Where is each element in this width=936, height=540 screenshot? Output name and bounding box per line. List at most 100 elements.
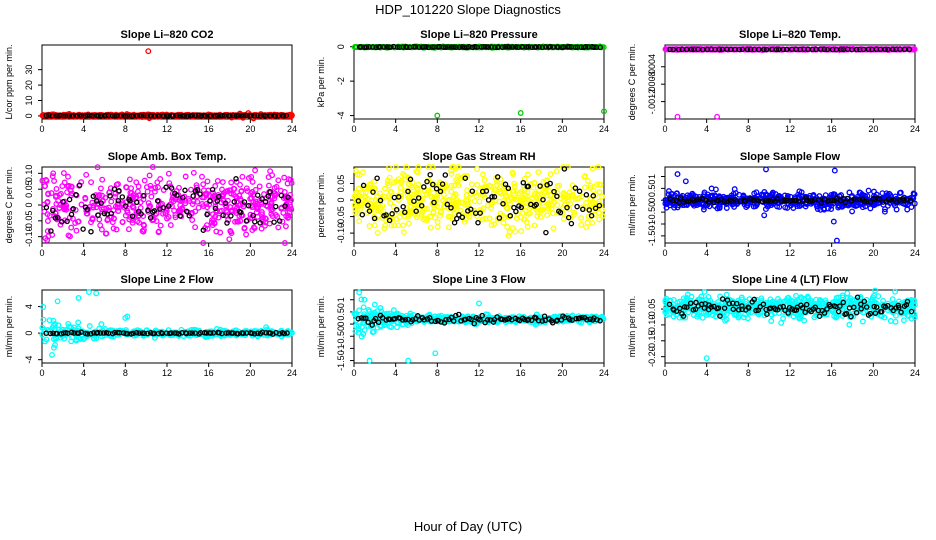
reference-point bbox=[483, 44, 489, 50]
data-point bbox=[115, 181, 121, 188]
data-point bbox=[733, 46, 740, 53]
reference-point bbox=[572, 44, 579, 50]
data-point bbox=[446, 224, 452, 231]
reference-point bbox=[278, 192, 285, 199]
reference-point bbox=[183, 330, 190, 337]
data-point bbox=[554, 183, 561, 190]
data-point bbox=[51, 178, 58, 184]
reference-point bbox=[500, 201, 506, 207]
data-point bbox=[199, 173, 205, 180]
data-point bbox=[103, 205, 110, 212]
reference-point bbox=[54, 330, 60, 337]
reference-point bbox=[586, 207, 593, 213]
x-tick-label: 24 bbox=[910, 368, 920, 378]
data-point bbox=[362, 189, 369, 196]
data-point bbox=[522, 207, 529, 214]
reference-point bbox=[240, 330, 247, 336]
reference-point bbox=[144, 330, 151, 337]
reference-point bbox=[84, 331, 91, 337]
data-point bbox=[125, 226, 132, 233]
reference-point bbox=[442, 172, 449, 178]
data-point bbox=[451, 182, 458, 189]
reference-point bbox=[374, 175, 380, 181]
data-point bbox=[581, 173, 588, 180]
data-point bbox=[386, 313, 393, 320]
data-point bbox=[531, 180, 538, 187]
data-point bbox=[503, 192, 510, 199]
y-tick-label: 10 bbox=[24, 95, 34, 105]
data-point bbox=[50, 344, 57, 351]
data-point bbox=[464, 201, 471, 207]
data-point bbox=[352, 311, 359, 318]
data-point bbox=[497, 188, 504, 195]
reference-point bbox=[453, 44, 459, 50]
reference-point bbox=[60, 199, 66, 205]
data-point bbox=[838, 192, 845, 199]
data-point bbox=[578, 221, 585, 228]
data-point bbox=[591, 211, 598, 218]
reference-point bbox=[576, 315, 583, 321]
x-tick-label: 4 bbox=[393, 368, 398, 378]
data-point bbox=[560, 215, 567, 222]
reference-point bbox=[472, 44, 478, 50]
reference-point bbox=[393, 206, 400, 213]
reference-point bbox=[489, 194, 495, 200]
reference-point bbox=[43, 112, 50, 119]
reference-point bbox=[285, 194, 291, 200]
data-point-outlier bbox=[75, 295, 82, 301]
reference-point bbox=[177, 213, 183, 219]
data-point bbox=[441, 314, 448, 321]
data-point bbox=[401, 212, 408, 219]
data-point bbox=[356, 218, 363, 225]
reference-point bbox=[520, 179, 527, 186]
reference-point bbox=[778, 198, 785, 204]
reference-point bbox=[216, 193, 222, 200]
reference-point bbox=[141, 112, 147, 119]
x-tick-label: 20 bbox=[557, 368, 567, 378]
data-point bbox=[254, 206, 261, 213]
data-point bbox=[238, 187, 245, 194]
reference-point bbox=[138, 112, 145, 119]
reference-point bbox=[491, 194, 498, 200]
x-tick-label: 16 bbox=[516, 124, 526, 134]
data-point-outlier bbox=[405, 357, 412, 364]
reference-point bbox=[459, 214, 466, 221]
data-point bbox=[531, 222, 538, 229]
data-point bbox=[254, 213, 261, 220]
data-point bbox=[169, 197, 176, 203]
data-point bbox=[387, 188, 394, 195]
data-point bbox=[431, 204, 438, 211]
data-point bbox=[796, 188, 803, 195]
reference-point bbox=[386, 217, 393, 224]
data-point bbox=[213, 228, 220, 235]
reference-point bbox=[716, 46, 723, 53]
data-point bbox=[371, 222, 378, 229]
reference-point bbox=[580, 206, 586, 213]
data-point bbox=[141, 177, 148, 184]
x-tick-label: 12 bbox=[785, 368, 795, 378]
reference-point bbox=[540, 196, 546, 203]
reference-point bbox=[596, 202, 603, 209]
data-point bbox=[259, 211, 265, 218]
data-point bbox=[53, 200, 60, 207]
panel-title: Slope Gas Stream RH bbox=[422, 151, 535, 163]
data-point bbox=[166, 180, 173, 187]
data-point bbox=[474, 182, 481, 188]
data-point bbox=[436, 181, 443, 188]
data-point bbox=[265, 182, 272, 189]
data-point bbox=[194, 198, 201, 205]
data-point bbox=[164, 215, 170, 222]
data-point bbox=[353, 203, 360, 210]
data-point bbox=[732, 190, 739, 197]
reference-point bbox=[228, 213, 234, 219]
reference-point bbox=[523, 44, 530, 50]
y-tick-label: -1.50 bbox=[336, 350, 346, 371]
data-point bbox=[782, 204, 789, 211]
y-axis-label: percent per min. bbox=[316, 172, 326, 237]
reference-point bbox=[901, 197, 907, 204]
reference-point bbox=[744, 46, 751, 53]
data-point bbox=[413, 189, 420, 196]
data-point bbox=[388, 222, 395, 229]
reference-point bbox=[267, 188, 273, 195]
reference-point bbox=[485, 44, 492, 50]
